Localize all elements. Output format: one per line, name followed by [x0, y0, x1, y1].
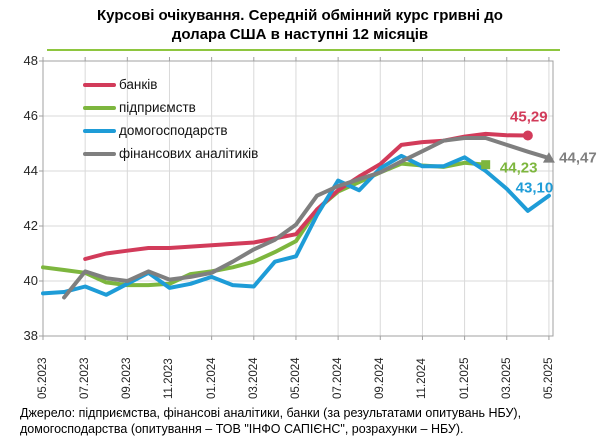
series-line-2 — [41, 153, 551, 297]
x-axis-label: 09.2023 — [121, 357, 134, 399]
end-value-label-2: 43,10 — [515, 179, 554, 197]
x-axis-label: 01.2025 — [458, 357, 471, 399]
y-axis-label: 46 — [23, 108, 38, 123]
plot-border — [42, 60, 554, 337]
legend-label: фінансових аналітиків — [119, 146, 259, 161]
source-note-line1: Джерело: підприємства, фінансові аналіти… — [20, 406, 522, 420]
x-axis-label: 01.2024 — [205, 357, 218, 399]
end-marker-circle — [522, 130, 533, 141]
x-axis-label: 07.2024 — [332, 357, 345, 399]
x-axis-label: 05.2024 — [289, 357, 302, 399]
end-marker-square — [481, 160, 491, 170]
legend-line-swatch — [83, 128, 116, 133]
legend-item-1: банків — [83, 73, 258, 96]
x-axis-label: 09.2024 — [374, 357, 387, 399]
x-axis-label: 03.2024 — [247, 357, 260, 399]
legend-label: домогосподарств — [119, 123, 228, 138]
legend-line-swatch — [83, 105, 116, 110]
end-value-label-0: 44,23 — [499, 159, 538, 177]
y-axis-label: 44 — [23, 163, 38, 178]
series-line-3 — [62, 136, 551, 300]
legend-label: підприємств — [119, 100, 196, 115]
x-axis-label: 11.2023 — [163, 358, 176, 399]
series-line-0 — [41, 160, 488, 288]
legend-line-swatch — [83, 82, 116, 87]
source-note: Джерело: підприємства, фінансові аналіти… — [20, 406, 592, 437]
end-value-label-1: 45,29 — [510, 108, 548, 126]
y-axis-label: 40 — [23, 273, 38, 288]
chart-title: Курсові очікування. Середній обмінний ку… — [0, 6, 600, 44]
end-marker-triangle — [542, 152, 555, 163]
chart-title-line1: Курсові очікування. Середній обмінний ку… — [97, 7, 503, 24]
x-axis-label: 05.2023 — [37, 357, 49, 399]
legend-item-3: фінансових аналітиків — [83, 142, 258, 165]
x-axis-label: 05.2025 — [542, 357, 555, 399]
title-separator-line — [47, 49, 560, 51]
x-axis-label: 11.2024 — [416, 358, 429, 399]
chart-legend: банків підприємств домогосподарств фінансов… — [83, 73, 258, 165]
y-axis-label: 38 — [23, 328, 38, 343]
source-note-line2: домогосподарства (опитування – ТОВ "ІНФО… — [20, 421, 464, 436]
legend-item-0: підприємств — [83, 96, 258, 119]
y-axis-label: 48 — [23, 53, 38, 68]
y-axis-label: 42 — [23, 218, 38, 233]
x-axis-label: 03.2025 — [500, 357, 513, 399]
legend-item-2: домогосподарств — [83, 119, 258, 142]
legend-label: банків — [119, 77, 158, 92]
end-value-label-3: 44,47 — [559, 149, 597, 167]
x-axis-label: 07.2023 — [79, 357, 92, 399]
chart-title-line2: долара США в наступні 12 місяців — [171, 26, 429, 43]
legend-line-swatch — [83, 151, 116, 156]
